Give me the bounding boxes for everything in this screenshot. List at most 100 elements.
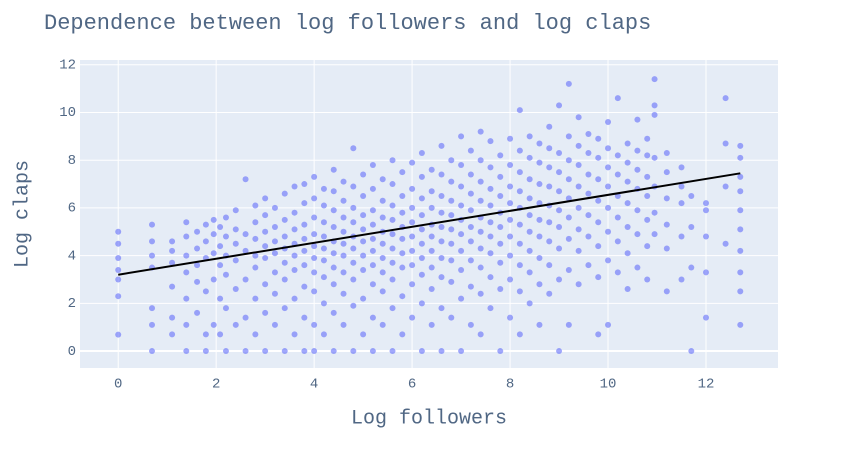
scatter-point [438,209,445,216]
scatter-point [663,150,670,157]
scatter-point [320,233,327,240]
scatter-point [595,197,602,204]
scatter-point [546,219,553,226]
scatter-point [418,195,425,202]
scatter-point [418,240,425,247]
scatter-point [467,238,474,245]
scatter-point [634,231,641,238]
scatter-point [737,173,744,180]
scatter-point [595,274,602,281]
scatter-point [399,250,406,257]
scatter-point [389,348,396,355]
scatter-point [409,219,416,226]
scatter-point [369,314,376,321]
scatter-point [536,321,543,328]
scatter-point [565,266,572,273]
scatter-point [565,321,572,328]
scatter-point [115,331,122,338]
scatter-point [507,276,514,283]
scatter-point [624,140,631,147]
scatter-point [737,154,744,161]
scatter-point [301,181,308,188]
scatter-point [262,212,269,219]
scatter-point [448,257,455,264]
scatter-point [458,202,465,209]
scatter-point [737,188,744,195]
scatter-point [369,247,376,254]
scatter-point [418,348,425,355]
scatter-point [311,173,318,180]
y-tick-label: 6 [68,201,76,217]
scatter-point [115,266,122,273]
scatter-point [330,348,337,355]
scatter-point [399,293,406,300]
scatter-point [688,264,695,271]
scatter-point [651,102,658,109]
scatter-point [262,195,269,202]
scatter-point [595,243,602,250]
scatter-point [409,233,416,240]
scatter-point [301,262,308,269]
scatter-point [360,226,367,233]
scatter-point [497,348,504,355]
scatter-point [565,157,572,164]
scatter-point [369,348,376,355]
scatter-point [281,305,288,312]
scatter-point [320,202,327,209]
plot-background [80,60,778,368]
scatter-point [350,219,357,226]
scatter-point [663,288,670,295]
scatter-point [585,130,592,137]
scatter-point [242,176,249,183]
scatter-point [281,348,288,355]
scatter-point [737,321,744,328]
y-axis-title: Log claps [11,160,34,268]
scatter-point [546,183,553,190]
scatter-point [651,154,658,161]
scatter-point [262,281,269,288]
scatter-point [409,314,416,321]
scatter-point [399,331,406,338]
scatter-point [467,171,474,178]
scatter-point [702,314,709,321]
scatter-point [210,250,217,257]
scatter-point [291,331,298,338]
scatter-point [232,240,239,247]
scatter-point [448,226,455,233]
scatter-point [418,150,425,157]
scatter-point [507,216,514,223]
scatter-point [232,321,239,328]
scatter-point [526,247,533,254]
scatter-point [428,286,435,293]
scatter-point [379,214,386,221]
scatter-point [330,281,337,288]
scatter-point [507,135,514,142]
scatter-point [232,286,239,293]
scatter-point [115,276,122,283]
scatter-point [458,183,465,190]
scatter-point [149,305,156,312]
scatter-point [556,207,563,214]
scatter-point [301,314,308,321]
scatter-point [702,200,709,207]
scatter-point [399,264,406,271]
scatter-point [330,188,337,195]
scatter-point [379,255,386,262]
scatter-point [389,305,396,312]
scatter-point [595,219,602,226]
scatter-point [379,321,386,328]
scatter-point [242,314,249,321]
scatter-point [605,228,612,235]
scatter-point [487,250,494,257]
scatter-point [418,300,425,307]
scatter-point [183,321,190,328]
scatter-point [271,224,278,231]
scatter-point [428,188,435,195]
scatter-point [350,245,357,252]
scatter-point [536,140,543,147]
scatter-point [526,176,533,183]
scatter-point [737,142,744,149]
scatter-point [217,243,224,250]
scatter-point [115,255,122,262]
scatter-point [575,204,582,211]
